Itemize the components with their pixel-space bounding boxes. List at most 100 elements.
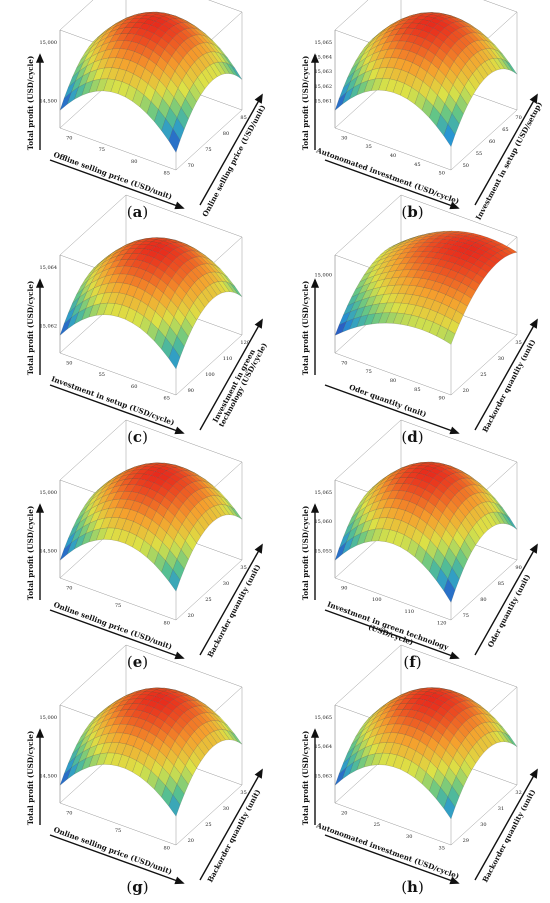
z-tick-label: 15,062	[40, 324, 58, 330]
z-axis-label: Total profit (USD/cycle)	[26, 56, 35, 151]
x-tick-label: 60	[131, 384, 137, 390]
z-tick-label: 14,500	[40, 99, 58, 105]
y-axis-arrow	[474, 319, 538, 431]
z-tick-label: 15,061	[315, 99, 333, 105]
y-tick-label: 60	[489, 139, 495, 145]
x-tick-label: 75	[115, 603, 121, 609]
z-tick-label: 15,063	[315, 69, 333, 75]
caption-letter: h	[407, 878, 418, 896]
caption-paren: (	[401, 428, 408, 446]
caption-letter: c	[132, 428, 143, 446]
x-tick-label: 100	[372, 597, 382, 603]
caption-letter: f	[409, 653, 416, 671]
panel-caption: (b)	[275, 203, 550, 221]
surface-mesh	[334, 12, 518, 147]
axis-arrows	[310, 503, 538, 660]
tick-labels: 15,000 70 75 80 85 90 20 25 30 35	[315, 273, 522, 402]
z-tick-label: 14,500	[40, 774, 58, 780]
surface-mesh	[334, 230, 518, 345]
x-tick-label: 75	[115, 828, 121, 834]
caption-letter: d	[407, 428, 418, 446]
axis-arrows	[310, 53, 538, 210]
y-axis-label: Online selling price (USD/unit)	[200, 103, 267, 218]
y-tick-label: 50	[463, 163, 469, 169]
y-tick-label: 20	[463, 388, 469, 394]
caption-paren: (	[403, 653, 410, 671]
caption-paren: (	[126, 878, 133, 896]
z-axis-arrow-head	[310, 728, 320, 738]
x-tick-label: 45	[414, 162, 420, 168]
surface-plot-b: Total profit (USD/cycle)Autonomated inve…	[301, 0, 544, 221]
y-tick-label: 100	[205, 372, 215, 378]
z-tick-label: 15,060	[315, 519, 333, 525]
surface-plot-g: Total profit (USD/cycle) Online selling p…	[26, 644, 263, 885]
x-tick-label: 80	[390, 378, 396, 384]
y-tick-label: 110	[223, 356, 233, 362]
panel-g: Total profit (USD/cycle) Online selling p…	[0, 644, 275, 900]
caption-paren: (	[126, 203, 133, 221]
axis-arrows	[35, 728, 263, 885]
z-tick-label: 15,065	[315, 715, 333, 721]
panel-caption: (g)	[0, 878, 275, 896]
x-axis-label: Offline selling price (USD/unit)	[52, 150, 173, 201]
x-axis-arrow	[49, 609, 184, 659]
y-tick-label: 32	[515, 790, 521, 796]
surface-cell	[443, 329, 456, 345]
panel-caption: (e)	[0, 653, 275, 671]
x-tick-label: 75	[99, 147, 105, 153]
caption-paren: )	[142, 428, 148, 446]
x-axis-label: Investment in setup (USD/cycle)	[50, 374, 176, 427]
axis-arrows	[310, 728, 538, 885]
surface-mesh	[59, 687, 243, 817]
surface-cell	[443, 796, 456, 820]
z-axis-arrow-head	[310, 503, 320, 513]
y-axis-label: Backorder quantity (unit)	[480, 338, 537, 434]
z-tick-label: 15,000	[40, 490, 58, 496]
caption-letter: b	[407, 203, 418, 221]
y-tick-label: 31	[498, 806, 504, 812]
x-axis-arrow	[324, 609, 459, 659]
x-tick-label: 70	[66, 585, 72, 591]
x-axis-arrow	[49, 834, 184, 884]
caption-paren: )	[142, 878, 149, 896]
z-tick-label: 15,063	[315, 774, 333, 780]
y-tick-label: 90	[188, 388, 194, 394]
surface-cell	[168, 794, 181, 817]
front-box-edge	[59, 480, 177, 621]
x-tick-label: 90	[341, 585, 347, 591]
x-tick-label: 80	[164, 621, 170, 627]
caption-paren: )	[142, 203, 149, 221]
y-axis-label: Backorder quantity (unit)	[480, 788, 537, 884]
y-tick-label: 30	[498, 356, 504, 362]
y-axis-arrow-head	[254, 318, 263, 329]
front-box-edge	[334, 705, 452, 846]
front-box-edge	[334, 255, 452, 396]
axis-arrows	[35, 503, 263, 660]
y-axis-arrow	[474, 544, 538, 656]
y-axis-arrow-head	[254, 768, 263, 779]
surface-plot-f: Total profit (USD/cycle) Investment in gr…	[301, 419, 538, 660]
y-axis-arrow	[474, 769, 538, 881]
x-tick-label: 35	[439, 846, 445, 852]
caption-letter: a	[132, 203, 143, 221]
surface-cell	[443, 123, 456, 147]
z-tick-label: 15,000	[40, 715, 58, 721]
surface-plot-a: Total profit (USD/cycle) Offline selling …	[26, 0, 267, 218]
z-axis-label: Total profit (USD/cycle)	[301, 506, 310, 601]
x-tick-label: 80	[164, 846, 170, 852]
x-axis-label: Online selling price (USD/unit)	[52, 825, 173, 876]
y-axis-arrow-head	[529, 93, 538, 104]
caption-letter: g	[132, 878, 143, 896]
y-axis-arrow	[199, 94, 263, 206]
front-box-edge	[59, 705, 177, 846]
caption-paren: (	[401, 878, 408, 896]
surface-cell	[168, 346, 181, 370]
caption-paren: )	[415, 653, 422, 671]
y-tick-label: 85	[498, 581, 504, 587]
surface-mesh	[334, 461, 518, 603]
y-tick-label: 85	[240, 115, 246, 121]
y-axis-arrow-head	[254, 543, 263, 554]
y-tick-label: 25	[205, 597, 211, 603]
x-tick-label: 25	[374, 822, 380, 828]
surface-cell	[443, 578, 456, 603]
